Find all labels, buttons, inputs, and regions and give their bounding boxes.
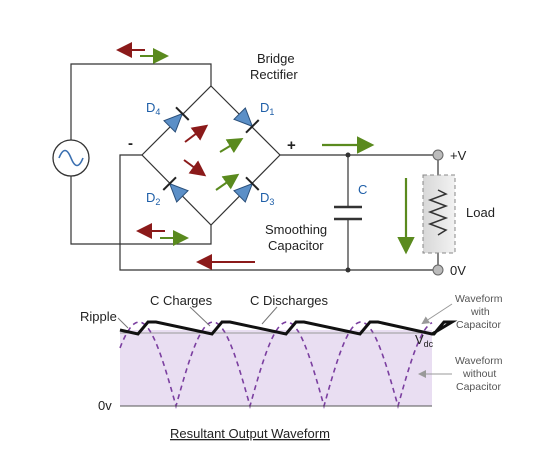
smoothing-label-line1: Smoothing bbox=[265, 222, 327, 237]
c-charges-pointer bbox=[189, 306, 211, 327]
plus-v-label: +V bbox=[450, 148, 467, 163]
diode-d2-label: D2 bbox=[146, 190, 160, 207]
diode-d1-icon bbox=[233, 107, 260, 134]
without-cap-label-1: Waveform bbox=[455, 355, 503, 367]
without-cap-label-2: without bbox=[462, 368, 496, 380]
waveform-panel bbox=[119, 320, 458, 409]
with-cap-label-3: Capacitor bbox=[456, 319, 501, 331]
with-cap-label-2: with bbox=[470, 306, 490, 318]
zero-v-label: 0V bbox=[450, 263, 466, 278]
current-arrows bbox=[116, 42, 415, 270]
circuit-wires bbox=[70, 63, 439, 271]
capacitor-icon bbox=[334, 205, 362, 221]
capacitor-label: C bbox=[358, 182, 367, 197]
smoothing-label-line2: Capacitor bbox=[268, 238, 324, 253]
with-cap-pointer bbox=[421, 303, 453, 325]
diode-d3-label: D3 bbox=[260, 190, 274, 207]
bridge-label-line1: Bridge bbox=[257, 51, 295, 66]
plus-sign: + bbox=[287, 137, 296, 154]
waveform-title: Resultant Output Waveform bbox=[170, 426, 330, 441]
node-dot bbox=[345, 152, 351, 158]
bridge-label-line2: Rectifier bbox=[250, 67, 298, 82]
diode-d3-icon bbox=[233, 176, 260, 203]
load-resistor-icon bbox=[422, 174, 456, 254]
node-dot bbox=[345, 267, 351, 273]
with-cap-label-1: Waveform bbox=[455, 293, 503, 305]
without-cap-label-3: Capacitor bbox=[456, 381, 501, 393]
diode-d1-label: D1 bbox=[260, 100, 274, 117]
diode-d4-icon bbox=[163, 106, 190, 133]
c-charges-label: C Charges bbox=[150, 293, 213, 308]
terminal-plus-v bbox=[432, 149, 444, 161]
diode-d4-label: D4 bbox=[146, 100, 160, 117]
load-label: Load bbox=[466, 205, 495, 220]
ripple-pointer bbox=[117, 317, 129, 329]
ac-source-icon bbox=[52, 139, 90, 177]
terminal-0v bbox=[432, 264, 444, 276]
ripple-label: Ripple bbox=[80, 309, 117, 324]
c-discharges-label: C Discharges bbox=[250, 293, 329, 308]
c-discharges-pointer bbox=[261, 306, 278, 325]
diode-d2-icon bbox=[162, 176, 189, 203]
minus-sign: - bbox=[128, 135, 133, 152]
vdc-label: Vdc bbox=[415, 332, 434, 349]
zero-volt-label: 0v bbox=[98, 398, 112, 413]
